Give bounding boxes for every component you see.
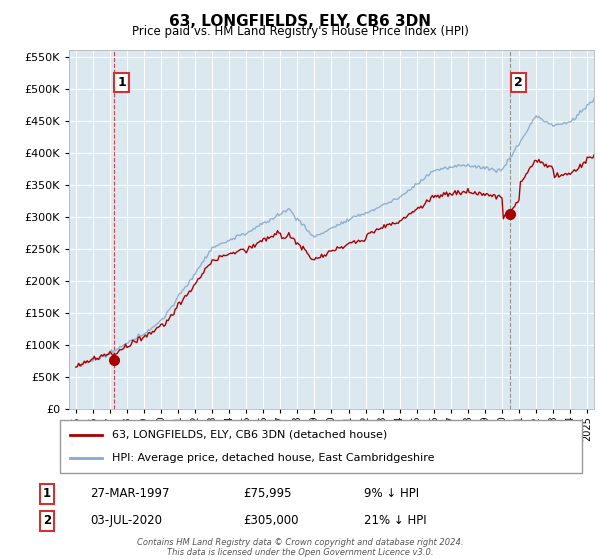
Text: 27-MAR-1997: 27-MAR-1997: [91, 487, 170, 501]
Text: £305,000: £305,000: [244, 514, 299, 528]
Text: 1: 1: [117, 76, 126, 89]
Text: Price paid vs. HM Land Registry's House Price Index (HPI): Price paid vs. HM Land Registry's House …: [131, 25, 469, 38]
Text: HPI: Average price, detached house, East Cambridgeshire: HPI: Average price, detached house, East…: [112, 453, 434, 463]
Text: 1: 1: [43, 487, 51, 501]
Text: 21% ↓ HPI: 21% ↓ HPI: [364, 514, 426, 528]
Text: £75,995: £75,995: [244, 487, 292, 501]
FancyBboxPatch shape: [60, 420, 582, 473]
Text: 63, LONGFIELDS, ELY, CB6 3DN (detached house): 63, LONGFIELDS, ELY, CB6 3DN (detached h…: [112, 430, 388, 440]
Text: 63, LONGFIELDS, ELY, CB6 3DN: 63, LONGFIELDS, ELY, CB6 3DN: [169, 14, 431, 29]
Text: 2: 2: [514, 76, 523, 89]
Text: 03-JUL-2020: 03-JUL-2020: [91, 514, 163, 528]
Text: Contains HM Land Registry data © Crown copyright and database right 2024.
This d: Contains HM Land Registry data © Crown c…: [137, 538, 463, 557]
Text: 9% ↓ HPI: 9% ↓ HPI: [364, 487, 419, 501]
Text: 2: 2: [43, 514, 51, 528]
